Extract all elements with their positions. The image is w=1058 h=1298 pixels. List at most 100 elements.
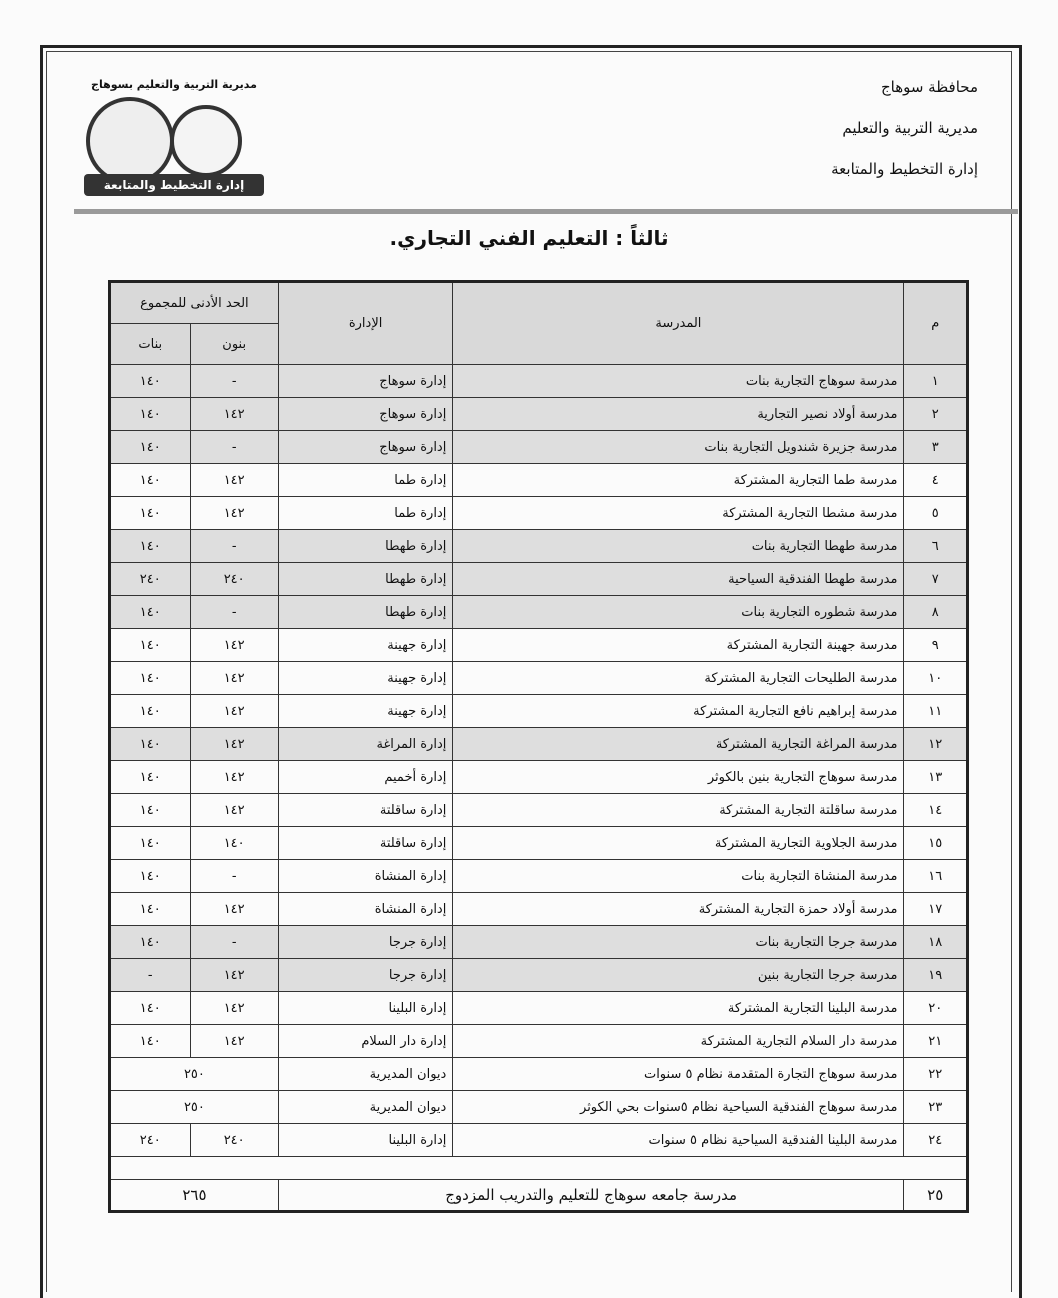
school-name: مدرسة الطليحات التجارية المشتركة xyxy=(452,661,905,695)
row-index: ١٤ xyxy=(903,793,968,827)
table-row: ٣ مدرسة جزيرة شندويل التجارية بنات إدارة س… xyxy=(109,430,968,464)
administration: إدارة جهينة xyxy=(277,628,454,662)
row-index: ٢ xyxy=(903,397,968,431)
blank-row xyxy=(109,1156,968,1180)
row-index: ١٦ xyxy=(903,859,968,893)
administration: إدارة المنشاة xyxy=(277,859,454,893)
page-border-inner xyxy=(46,51,1012,1292)
administration: ديوان المديرية xyxy=(277,1090,454,1124)
administration: إدارة سوهاج xyxy=(277,397,454,431)
min-total-boys: - xyxy=(189,925,279,959)
header-girls: بنات xyxy=(109,323,191,365)
school-name: مدرسة أولاد حمزة التجارية المشتركة xyxy=(452,892,905,926)
school-name: مدرسة سوهاج التجارية بنين بالكوثر xyxy=(452,760,905,794)
min-total-girls: ١٤٠ xyxy=(109,694,191,728)
schools-table: م المدرسة الإدارة الحد الأدنى للمجموع بن… xyxy=(108,280,969,1213)
row-index: ١٧ xyxy=(903,892,968,926)
table-row: ٢٤ مدرسة البلينا الفندقية السياحية نظام ٥… xyxy=(109,1123,968,1157)
administration: إدارة دار السلام xyxy=(277,1024,454,1058)
header-boys: بنون xyxy=(189,323,279,365)
school-name: مدرسة مشطا التجارية المشتركة xyxy=(452,496,905,530)
min-total-combined: ٢٥٠ xyxy=(109,1090,279,1124)
table-row: ١٤ مدرسة ساقلتة التجارية المشتركة إدارة سا… xyxy=(109,793,968,827)
table-row: ٢٣ مدرسة سوهاج الفندقية السياحية نظام ٥سن… xyxy=(109,1090,968,1124)
row-index: ٢٣ xyxy=(903,1090,968,1124)
row-index: ٢٢ xyxy=(903,1057,968,1091)
administration: ديوان المديرية xyxy=(277,1057,454,1091)
row-index: ٧ xyxy=(903,562,968,596)
min-total-boys: ١٤٢ xyxy=(189,397,279,431)
row-index: ٤ xyxy=(903,463,968,497)
row-index: ١٥ xyxy=(903,826,968,860)
header-school: المدرسة xyxy=(452,281,905,365)
min-total-girls: ١٤٠ xyxy=(109,628,191,662)
page-border xyxy=(40,45,1022,1298)
min-total-girls: - xyxy=(109,958,191,992)
min-total-girls: ١٤٠ xyxy=(109,661,191,695)
section-title: ثالثاً : التعليم الفني التجاري. xyxy=(389,226,669,250)
min-total-girls: ١٤٠ xyxy=(109,727,191,761)
row-index: ٢١ xyxy=(903,1024,968,1058)
administration: إدارة المنشاة xyxy=(277,892,454,926)
school-name: مدرسة جرجا التجارية بنين xyxy=(452,958,905,992)
min-total-girls: ١٤٠ xyxy=(109,430,191,464)
row-index: ١٩ xyxy=(903,958,968,992)
min-total-boys: ١٤٢ xyxy=(189,892,279,926)
school-name: مدرسة جامعه سوهاج للتعليم والتدريب المزد… xyxy=(277,1179,905,1212)
min-total-girls: ١٤٠ xyxy=(109,1024,191,1058)
row-index: ١ xyxy=(903,364,968,398)
min-total-girls: ١٤٠ xyxy=(109,496,191,530)
school-name: مدرسة طما التجارية المشتركة xyxy=(452,463,905,497)
letterhead: محافظة سوهاج مديرية التربية والتعليم إدا… xyxy=(831,78,978,201)
table-row: ٤ مدرسة طما التجارية المشتركة إدارة طما ١٤٢… xyxy=(109,463,968,497)
min-total-boys: ١٤٢ xyxy=(189,958,279,992)
administration: إدارة جهينة xyxy=(277,694,454,728)
header-administration: الإدارة xyxy=(277,281,454,365)
table-row: ١ مدرسة سوهاج التجارية بنات إدارة سوهاج -١٤… xyxy=(109,364,968,398)
administration: إدارة جرجا xyxy=(277,925,454,959)
school-name: مدرسة ساقلتة التجارية المشتركة xyxy=(452,793,905,827)
min-total-girls: ١٤٠ xyxy=(109,826,191,860)
school-name: مدرسة جرجا التجارية بنات xyxy=(452,925,905,959)
table-row: ١٢ مدرسة المراغة التجارية المشتركة إدارة ا… xyxy=(109,727,968,761)
min-total-boys: ١٤٢ xyxy=(189,727,279,761)
min-total-girls: ١٤٠ xyxy=(109,760,191,794)
administration: إدارة طهطا xyxy=(277,595,454,629)
min-total-girls: ٢٤٠ xyxy=(109,1123,191,1157)
logo-title: مديرية التربية والتعليم بسوهاج xyxy=(91,78,257,91)
row-index: ١١ xyxy=(903,694,968,728)
min-total-boys: ١٤٢ xyxy=(189,628,279,662)
table-row: ٦ مدرسة طهطا التجارية بنات إدارة طهطا -١٤٠ xyxy=(109,529,968,563)
header-index: م xyxy=(903,281,968,365)
table-row: ١٩ مدرسة جرجا التجارية بنين إدارة جرجا ١٤٢- xyxy=(109,958,968,992)
school-name: مدرسة البلينا الفندقية السياحية نظام ٥ س… xyxy=(452,1123,905,1157)
min-total-boys: - xyxy=(189,859,279,893)
administration: إدارة ساقلتة xyxy=(277,793,454,827)
school-name: مدرسة دار السلام التجارية المشتركة xyxy=(452,1024,905,1058)
min-total-boys: - xyxy=(189,529,279,563)
min-total-girls: ١٤٠ xyxy=(109,859,191,893)
table-row: ٩ مدرسة جهينة التجارية المشتركة إدارة جهين… xyxy=(109,628,968,662)
min-total-boys: ١٤٢ xyxy=(189,661,279,695)
table-row: ١٨ مدرسة جرجا التجارية بنات إدارة جرجا -١٤٠ xyxy=(109,925,968,959)
school-name: مدرسة طهطا الفندقية السياحية xyxy=(452,562,905,596)
administration: إدارة المراغة xyxy=(277,727,454,761)
administration: إدارة سوهاج xyxy=(277,430,454,464)
school-name: مدرسة جهينة التجارية المشتركة xyxy=(452,628,905,662)
row-index: ١٠ xyxy=(903,661,968,695)
administration: إدارة جهينة xyxy=(277,661,454,695)
row-index: ١٣ xyxy=(903,760,968,794)
table-row: ٥ مدرسة مشطا التجارية المشتركة إدارة طما ١٤… xyxy=(109,496,968,530)
table-row: ٢١ مدرسة دار السلام التجارية المشتركة إدار… xyxy=(109,1024,968,1058)
school-name: مدرسة طهطا التجارية بنات xyxy=(452,529,905,563)
administration: إدارة سوهاج xyxy=(277,364,454,398)
min-total-combined: ٢٥٠ xyxy=(109,1057,279,1091)
administration: إدارة ساقلتة xyxy=(277,826,454,860)
min-total-boys: ١٤٢ xyxy=(189,1024,279,1058)
table-row: ٢٥ مدرسة جامعه سوهاج للتعليم والتدريب الم… xyxy=(109,1179,968,1212)
school-name: مدرسة المراغة التجارية المشتركة xyxy=(452,727,905,761)
min-total-girls: ١٤٠ xyxy=(109,364,191,398)
school-name: مدرسة أولاد نصير التجارية xyxy=(452,397,905,431)
school-name: مدرسة المنشاة التجارية بنات xyxy=(452,859,905,893)
school-name: مدرسة إبراهيم نافع التجارية المشتركة xyxy=(452,694,905,728)
